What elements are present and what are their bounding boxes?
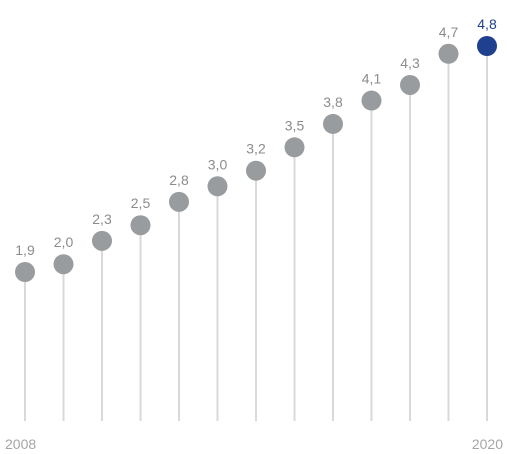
data-point-4	[169, 191, 189, 212]
data-point-2	[92, 230, 112, 251]
value-label-11: 4,7	[439, 24, 459, 40]
value-label-2: 2,3	[92, 211, 112, 227]
value-label-1: 2,0	[54, 234, 74, 250]
data-point-11	[438, 43, 459, 64]
value-label-8: 3,8	[323, 94, 343, 110]
data-point-10	[400, 74, 420, 95]
value-label-0: 1,9	[15, 242, 35, 258]
data-point-1	[53, 254, 74, 275]
value-labels-group: 1,9 2,0 2,3 2,5 2,8 3,0 3,2 3,5 3,8 4,1 4,3 4,7 4,8	[15, 16, 497, 258]
x-axis-label-first: 2008	[5, 436, 36, 452]
value-label-12: 4,8	[477, 16, 497, 32]
data-point-7	[284, 137, 305, 158]
value-label-3: 2,5	[131, 195, 151, 211]
value-label-4: 2,8	[169, 172, 189, 188]
data-point-0	[15, 262, 35, 282]
x-axis-label-last: 2020	[472, 436, 503, 452]
data-point-12	[477, 36, 497, 56]
value-label-5: 3,0	[208, 156, 228, 172]
value-label-7: 3,5	[285, 117, 305, 133]
data-point-8	[323, 113, 343, 134]
points-group	[15, 36, 497, 282]
value-label-6: 3,2	[246, 141, 266, 157]
stems-group	[24, 46, 488, 421]
data-point-3	[130, 215, 151, 236]
data-point-9	[361, 90, 382, 111]
data-point-5	[207, 176, 228, 197]
data-point-6	[246, 160, 266, 181]
value-label-10: 4,3	[400, 55, 420, 71]
value-label-9: 4,1	[362, 71, 382, 87]
